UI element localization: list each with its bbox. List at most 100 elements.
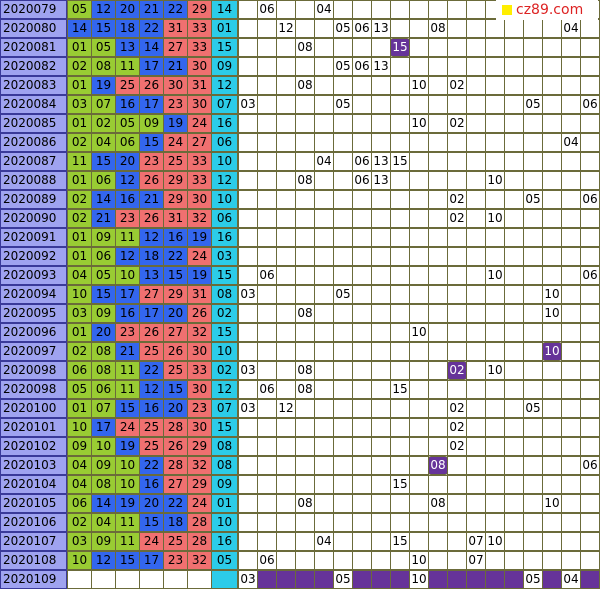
red-ball: 31 bbox=[163, 19, 188, 38]
trend-cell bbox=[314, 456, 334, 475]
trend-cell: 10 bbox=[542, 304, 562, 323]
trend-cell bbox=[238, 304, 258, 323]
trend-cell: 02 bbox=[447, 76, 467, 95]
period: 2020098 bbox=[0, 361, 67, 380]
trend-cell bbox=[371, 475, 391, 494]
red-ball: 26 bbox=[163, 437, 188, 456]
trend-cell bbox=[314, 437, 334, 456]
trend-cell bbox=[238, 494, 258, 513]
red-ball: 28 bbox=[163, 456, 188, 475]
red-ball: 27 bbox=[139, 285, 164, 304]
red-ball: 11 bbox=[115, 228, 140, 247]
logo: cz89.com bbox=[496, 0, 598, 20]
trend-cell bbox=[447, 323, 467, 342]
trend-cell bbox=[523, 38, 543, 57]
trend-cell bbox=[561, 152, 581, 171]
trend-cell bbox=[504, 76, 524, 95]
trend-cell bbox=[333, 323, 353, 342]
trend-cell bbox=[485, 342, 505, 361]
red-ball: 23 bbox=[139, 152, 164, 171]
red-ball: 25 bbox=[139, 437, 164, 456]
red-ball: 15 bbox=[91, 152, 116, 171]
red-ball: 16 bbox=[163, 228, 188, 247]
trend-cell: 03 bbox=[238, 570, 258, 589]
red-ball: 04 bbox=[67, 475, 92, 494]
trend-cell bbox=[561, 361, 581, 380]
trend-cell bbox=[542, 76, 562, 95]
red-ball: 22 bbox=[139, 456, 164, 475]
red-ball: 01 bbox=[67, 114, 92, 133]
red-ball: 18 bbox=[139, 247, 164, 266]
trend-cell bbox=[314, 171, 334, 190]
trend-cell bbox=[314, 285, 334, 304]
trend-cell bbox=[542, 38, 562, 57]
red-ball: 19 bbox=[187, 228, 212, 247]
trend-cell bbox=[409, 57, 429, 76]
red-ball: 02 bbox=[67, 513, 92, 532]
trend-cell bbox=[257, 418, 277, 437]
trend-cell bbox=[257, 532, 277, 551]
red-ball: 01 bbox=[67, 38, 92, 57]
trend-cell: 04 bbox=[561, 570, 581, 589]
trend-cell: 04 bbox=[314, 152, 334, 171]
trend-cell bbox=[238, 418, 258, 437]
trend-cell: 03 bbox=[238, 285, 258, 304]
trend-cell: 05 bbox=[333, 95, 353, 114]
blue-ball: 08 bbox=[211, 285, 238, 304]
trend-cell bbox=[333, 133, 353, 152]
red-ball: 18 bbox=[163, 513, 188, 532]
trend-cell bbox=[276, 532, 296, 551]
trend-cell bbox=[276, 285, 296, 304]
trend-cell bbox=[390, 57, 410, 76]
red-ball: 21 bbox=[91, 209, 116, 228]
trend-cell bbox=[390, 285, 410, 304]
trend-cell bbox=[371, 418, 391, 437]
blue-ball: 10 bbox=[211, 513, 238, 532]
trend-cell bbox=[257, 57, 277, 76]
trend-cell bbox=[371, 266, 391, 285]
trend-cell bbox=[390, 513, 410, 532]
trend-cell bbox=[314, 228, 334, 247]
trend-cell bbox=[352, 38, 372, 57]
trend-cell: 05 bbox=[333, 19, 353, 38]
trend-cell bbox=[466, 304, 486, 323]
red-ball: 22 bbox=[163, 0, 188, 19]
red-ball: 02 bbox=[91, 114, 116, 133]
trend-cell bbox=[333, 475, 353, 494]
red-ball: 17 bbox=[139, 57, 164, 76]
trend-cell bbox=[504, 418, 524, 437]
red-ball: 31 bbox=[163, 209, 188, 228]
trend-cell bbox=[390, 361, 410, 380]
trend-cell bbox=[333, 551, 353, 570]
red-ball: 26 bbox=[139, 171, 164, 190]
trend-cell bbox=[238, 57, 258, 76]
trend-cell bbox=[371, 247, 391, 266]
trend-cell bbox=[485, 133, 505, 152]
trend-cell bbox=[523, 57, 543, 76]
trend-cell bbox=[409, 380, 429, 399]
trend-cell bbox=[371, 494, 391, 513]
trend-cell bbox=[371, 133, 391, 152]
red-ball: 19 bbox=[163, 114, 188, 133]
trend-cell bbox=[504, 57, 524, 76]
trend-cell: 06 bbox=[257, 551, 277, 570]
red-ball: 23 bbox=[163, 551, 188, 570]
trend-cell bbox=[238, 38, 258, 57]
trend-cell bbox=[542, 399, 562, 418]
red-ball: 10 bbox=[67, 551, 92, 570]
trend-cell bbox=[314, 19, 334, 38]
trend-cell bbox=[314, 380, 334, 399]
trend-cell bbox=[447, 57, 467, 76]
trend-cell bbox=[295, 342, 315, 361]
trend-cell bbox=[447, 380, 467, 399]
red-ball bbox=[67, 570, 92, 589]
trend-cell bbox=[352, 456, 372, 475]
trend-cell bbox=[352, 380, 372, 399]
trend-cell bbox=[466, 190, 486, 209]
trend-cell bbox=[314, 266, 334, 285]
trend-cell: 02 bbox=[447, 209, 467, 228]
red-ball: 20 bbox=[163, 399, 188, 418]
trend-cell bbox=[390, 570, 410, 589]
trend-cell: 10 bbox=[542, 285, 562, 304]
trend-cell bbox=[428, 133, 448, 152]
